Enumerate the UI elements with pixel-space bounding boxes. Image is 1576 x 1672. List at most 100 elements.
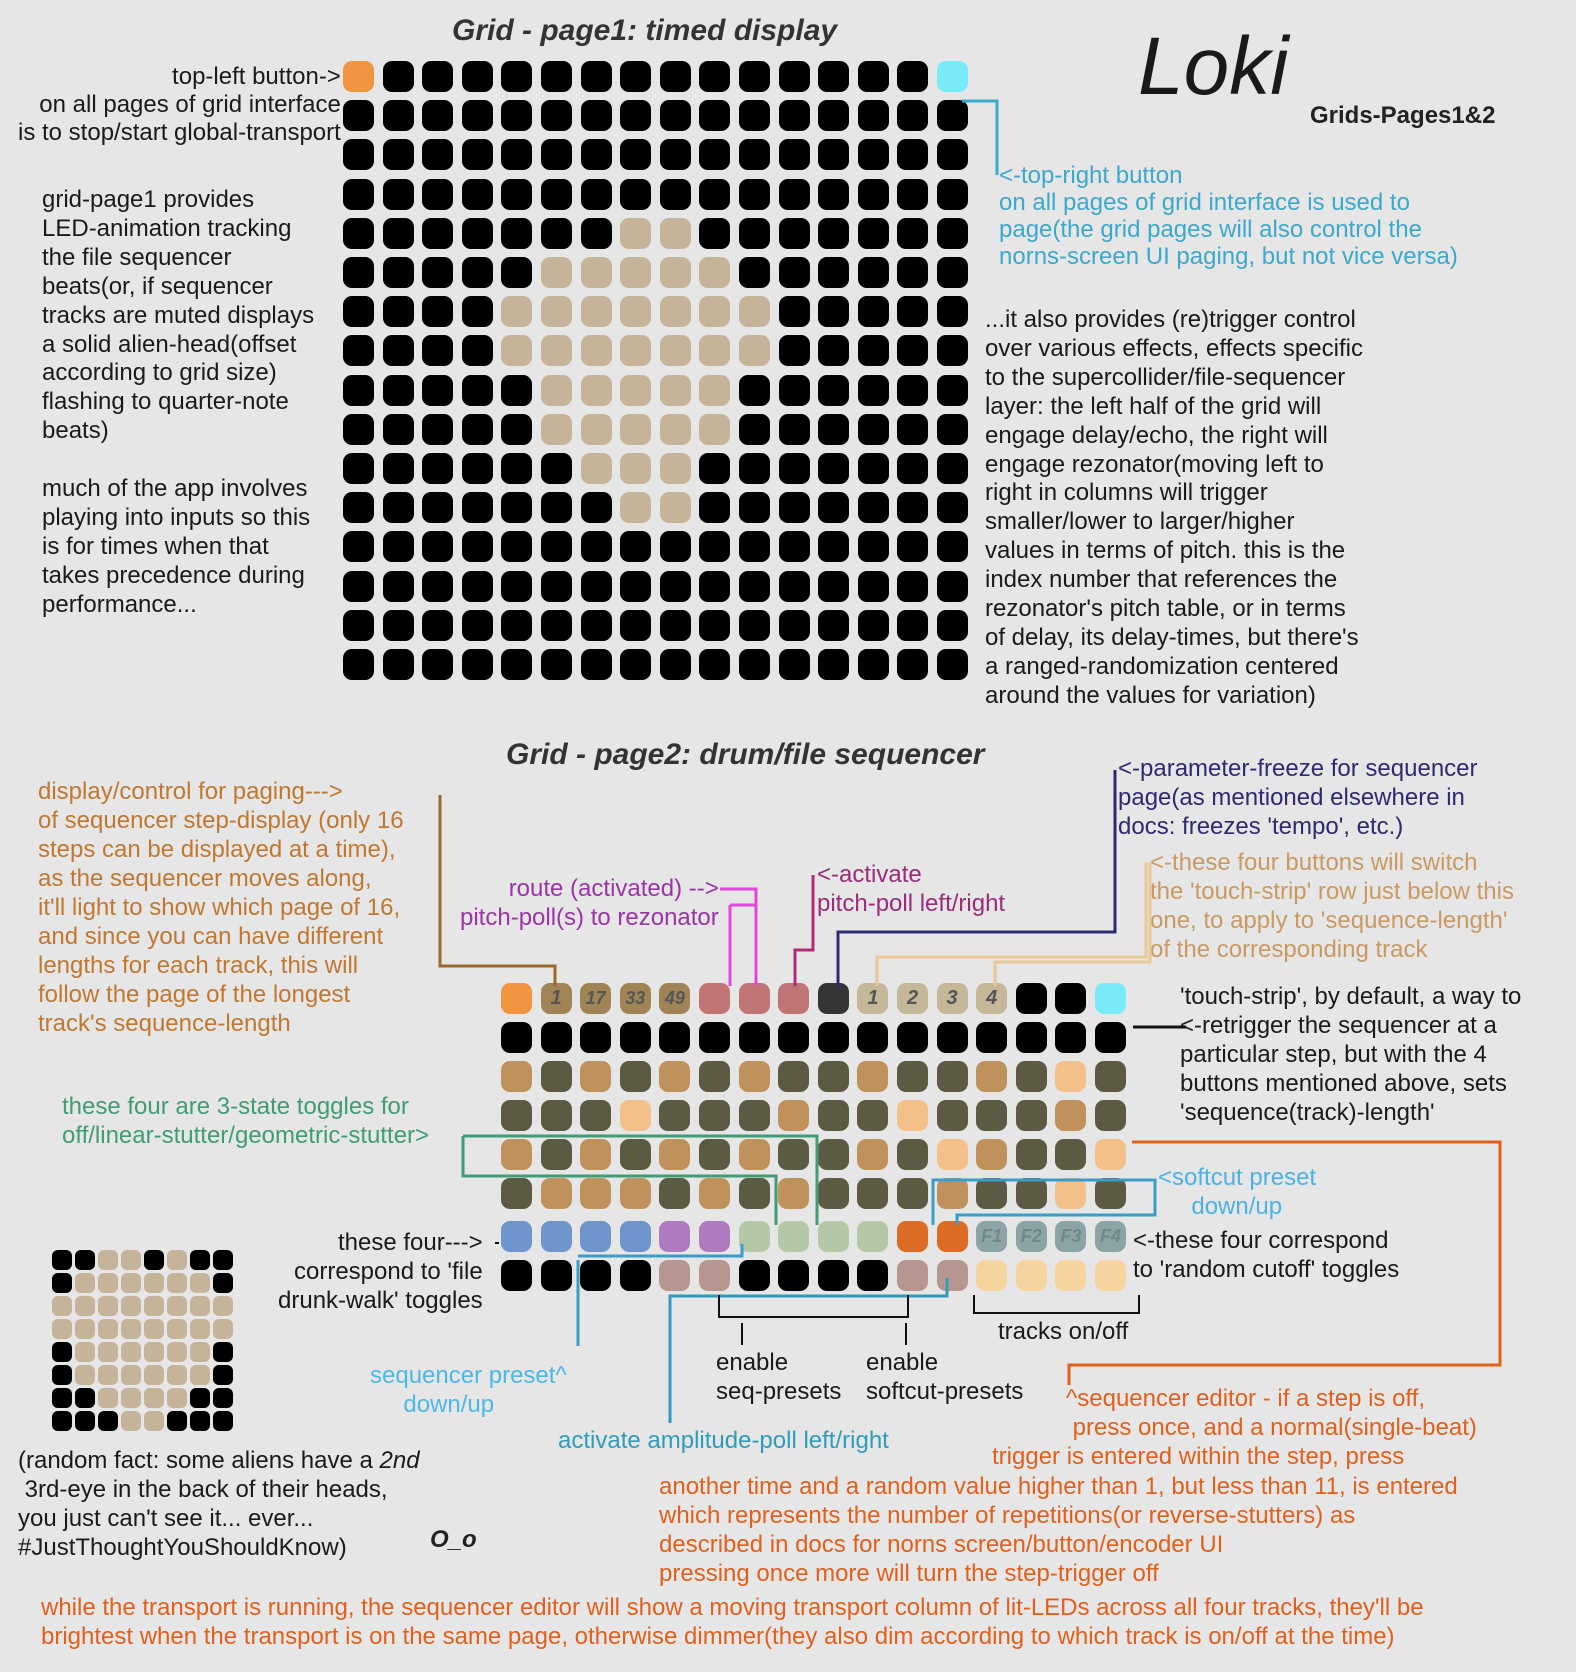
sequencer-step[interactable] — [738, 1100, 770, 1131]
grid-button[interactable] — [461, 492, 493, 524]
grid-button[interactable] — [778, 335, 810, 367]
grid-button[interactable] — [541, 492, 572, 524]
sequencer-step[interactable] — [540, 1061, 572, 1092]
toggle-button[interactable] — [817, 1260, 849, 1291]
sequencer-step[interactable] — [1055, 1178, 1087, 1209]
grid-button[interactable] — [461, 217, 493, 249]
toggle-button[interactable] — [1095, 1260, 1126, 1291]
grid-button[interactable] — [659, 453, 691, 484]
grid-button[interactable] — [541, 413, 572, 445]
grid-button[interactable] — [541, 61, 572, 92]
grid-button[interactable] — [897, 296, 929, 328]
touch-strip-button[interactable] — [778, 1022, 810, 1053]
grid-button[interactable] — [382, 531, 414, 563]
touch-strip-button[interactable] — [897, 1022, 928, 1053]
sequencer-step[interactable] — [817, 1100, 849, 1131]
grid-button[interactable] — [897, 217, 929, 249]
grid-button[interactable] — [580, 178, 612, 210]
grid-button[interactable] — [422, 296, 454, 328]
grid-button[interactable] — [818, 453, 850, 484]
grid-button[interactable] — [699, 217, 731, 249]
grid-button[interactable] — [818, 61, 850, 92]
grid-button[interactable] — [897, 178, 929, 210]
grid-button[interactable] — [778, 609, 810, 641]
grid-button[interactable] — [343, 139, 374, 171]
sequencer-step[interactable] — [580, 1139, 612, 1170]
grid-button[interactable] — [541, 531, 572, 563]
grid-button[interactable] — [580, 296, 612, 328]
grid-button[interactable] — [937, 374, 968, 406]
sequencer-step[interactable] — [540, 1100, 572, 1131]
grid-button[interactable] — [818, 257, 850, 288]
sequencer-step[interactable] — [699, 1178, 730, 1209]
grid-button[interactable] — [857, 296, 889, 328]
grid-button[interactable] — [343, 649, 374, 680]
sequencer-step[interactable] — [857, 1139, 889, 1170]
grid-button[interactable] — [857, 217, 889, 249]
grid-button[interactable] — [343, 178, 374, 210]
grid-button[interactable] — [857, 453, 889, 484]
grid-button[interactable] — [461, 570, 493, 602]
grid-button[interactable] — [620, 413, 652, 445]
grid-button[interactable] — [422, 492, 454, 524]
grid-button[interactable] — [659, 296, 691, 328]
control-button[interactable] — [1055, 983, 1087, 1014]
sequencer-step[interactable] — [1095, 1061, 1126, 1092]
sequencer-step[interactable] — [778, 1139, 810, 1170]
sequencer-step[interactable] — [936, 1061, 968, 1092]
grid-button[interactable] — [620, 649, 652, 680]
grid-button[interactable] — [620, 257, 652, 288]
grid-button[interactable] — [501, 413, 533, 445]
grid-button[interactable] — [739, 335, 770, 367]
toggle-button[interactable] — [501, 1260, 532, 1291]
sequencer-step[interactable] — [778, 1178, 810, 1209]
grid-button[interactable] — [343, 217, 374, 249]
grid-button[interactable] — [461, 609, 493, 641]
grid-button[interactable] — [937, 139, 968, 171]
grid-button[interactable] — [620, 492, 652, 524]
grid-button[interactable] — [937, 257, 968, 288]
sequencer-step[interactable] — [1095, 1100, 1126, 1131]
touch-strip-button[interactable] — [619, 1022, 651, 1053]
sequencer-step[interactable] — [817, 1178, 849, 1209]
sequencer-step[interactable] — [659, 1139, 691, 1170]
grid-button[interactable] — [343, 570, 374, 602]
grid-button[interactable] — [382, 374, 414, 406]
sequencer-step[interactable] — [501, 1100, 532, 1131]
toggle-button[interactable] — [857, 1221, 889, 1252]
grid-button[interactable] — [818, 413, 850, 445]
grid-button[interactable] — [541, 178, 572, 210]
grid-button[interactable] — [580, 609, 612, 641]
grid-button[interactable] — [897, 335, 929, 367]
toggle-button[interactable] — [1055, 1260, 1087, 1291]
grid-button[interactable] — [382, 178, 414, 210]
grid-button[interactable] — [659, 61, 691, 92]
grid-button[interactable] — [897, 609, 929, 641]
grid-button[interactable] — [778, 374, 810, 406]
grid-button[interactable] — [778, 531, 810, 563]
sequencer-step[interactable] — [976, 1139, 1008, 1170]
grid-button[interactable] — [699, 61, 731, 92]
toggle-button[interactable] — [778, 1260, 810, 1291]
touch-strip-button[interactable] — [501, 1022, 532, 1053]
grid-button[interactable] — [501, 374, 533, 406]
control-button[interactable] — [699, 983, 730, 1014]
grid-button[interactable] — [739, 413, 770, 445]
toggle-button[interactable] — [778, 1221, 810, 1252]
grid-button[interactable] — [382, 139, 414, 171]
sequencer-step[interactable] — [1055, 1139, 1087, 1170]
grid-button[interactable] — [501, 257, 533, 288]
sequencer-step[interactable] — [936, 1100, 968, 1131]
touch-strip-button[interactable] — [1055, 1022, 1087, 1053]
sequencer-step[interactable] — [699, 1100, 730, 1131]
grid-button[interactable] — [937, 649, 968, 680]
sequencer-step[interactable] — [1095, 1178, 1126, 1209]
touch-strip-button[interactable] — [699, 1022, 730, 1053]
grid-button[interactable] — [382, 296, 414, 328]
grid-button[interactable] — [857, 257, 889, 288]
grid-button[interactable] — [382, 609, 414, 641]
grid-button[interactable] — [501, 492, 533, 524]
grid-button[interactable] — [739, 570, 770, 602]
grid-button[interactable] — [897, 453, 929, 484]
grid-button[interactable] — [937, 413, 968, 445]
